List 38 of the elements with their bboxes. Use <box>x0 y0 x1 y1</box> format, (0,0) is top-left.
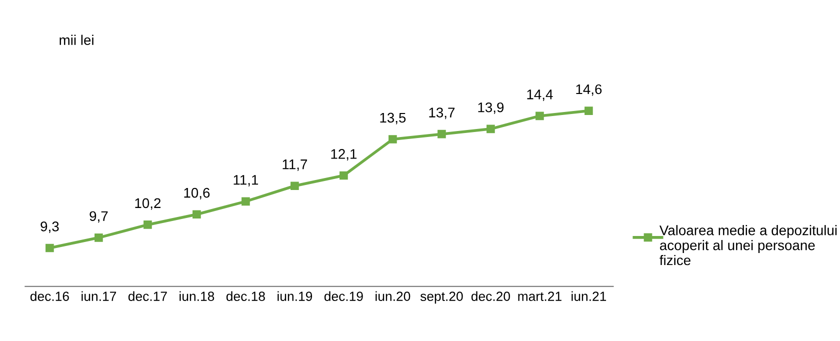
data-label: 14,4 <box>527 90 553 101</box>
x-tick-label: iun.18 <box>180 291 214 301</box>
x-tick-label: dec.19 <box>324 291 363 301</box>
data-label: 9,3 <box>40 222 59 234</box>
point <box>94 233 103 242</box>
data-label: 13,9 <box>478 102 504 114</box>
x-tick-label: sept.20 <box>420 292 463 304</box>
x-tick-label: iun.17 <box>82 291 116 301</box>
x-tick-label: dec.17 <box>128 291 167 301</box>
x-tick-label: iun.20 <box>376 291 410 301</box>
point <box>144 220 152 229</box>
point <box>242 197 250 206</box>
point <box>340 171 348 180</box>
point <box>584 106 593 115</box>
x-tick-label: iun.21 <box>572 291 606 301</box>
data-label: 10,6 <box>184 188 210 200</box>
x-tick-label: dec.16 <box>30 291 69 301</box>
point <box>438 130 446 138</box>
data-label: 11,1 <box>234 175 258 186</box>
data-label: 13,7 <box>429 108 455 120</box>
data-label: 14,6 <box>576 84 602 96</box>
data-label: 13,5 <box>380 112 406 124</box>
point <box>46 244 54 252</box>
x-tick-label: dec.18 <box>226 291 265 301</box>
point <box>486 124 495 134</box>
point <box>536 112 544 120</box>
point <box>388 135 397 144</box>
x-tick-label: iun.19 <box>278 291 312 301</box>
legend-label: Valoarea medie a depozitului acoperit al unei persoane fizice <box>659 225 837 266</box>
data-label: 10,2 <box>135 198 161 210</box>
point <box>192 210 201 219</box>
x-tick-label: dec.20 <box>471 291 510 301</box>
data-label: 9,7 <box>90 211 108 223</box>
point <box>290 182 299 190</box>
x-tick-label: mart.21 <box>518 292 562 301</box>
data-label: 11,7 <box>282 160 308 171</box>
data-label: 12,1 <box>331 149 357 161</box>
y-axis-title: mii lei <box>60 34 94 45</box>
